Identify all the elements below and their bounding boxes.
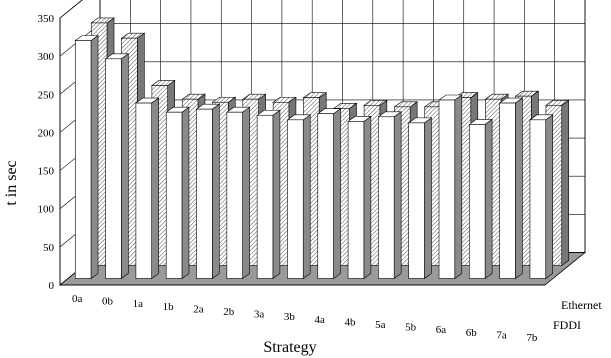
bar-front	[165, 111, 183, 279]
bar-front	[105, 58, 122, 279]
bar-side	[545, 114, 554, 280]
bar-side	[90, 34, 99, 280]
bar-fddi-6b	[468, 118, 494, 280]
bar-side	[151, 97, 159, 280]
bar-side	[515, 97, 523, 280]
bar-side	[363, 115, 372, 280]
bar-front	[347, 121, 365, 279]
bar-fddi-2b	[225, 106, 251, 280]
axes	[59, 18, 545, 286]
bar-front	[135, 102, 152, 279]
bar-side	[393, 111, 402, 280]
bar-side	[561, 99, 570, 267]
bar-side	[121, 53, 129, 280]
bar-front	[408, 122, 425, 279]
x-tick-label: 7b	[526, 332, 538, 344]
bar-fddi-5b	[407, 117, 433, 280]
bar-fddi-7a	[498, 97, 524, 280]
bar-fddi-7b	[529, 114, 554, 280]
x-tick-label: 6b	[466, 327, 478, 339]
bar-side	[333, 108, 341, 280]
bar-fddi-1a	[134, 97, 160, 280]
x-tick-label: 6a	[436, 324, 447, 336]
bar-side	[484, 118, 493, 280]
bar-front	[378, 116, 395, 279]
bar-front	[287, 119, 304, 279]
bar-side	[242, 106, 250, 280]
x-tick-label: 4b	[344, 316, 356, 328]
x-tick-label: 2a	[193, 303, 204, 315]
x-tick-label: 5b	[405, 322, 417, 334]
y-tick-label: 200	[38, 127, 55, 139]
x-tick-label: 3b	[284, 311, 296, 323]
bar-fddi-0b	[104, 53, 130, 280]
x-axis-title: Strategy	[263, 339, 316, 356]
bar-fddi-0a	[74, 34, 99, 280]
bar-front	[226, 111, 243, 279]
bar-front	[196, 108, 213, 279]
x-tick-label: 7a	[496, 329, 507, 341]
y-tick-label: 350	[38, 13, 55, 25]
bar-fddi-3b	[286, 114, 312, 280]
y-tick-label: 150	[38, 166, 55, 178]
labels: t in sec Strategy 0 50 100 150 200 250 300 350 0…	[3, 13, 602, 356]
bar-side	[272, 109, 281, 280]
x-tick-label: 4a	[314, 314, 325, 326]
bar-front	[256, 114, 274, 279]
bar-front	[317, 113, 334, 279]
bar-front	[499, 102, 516, 279]
x-tick-label: 5a	[375, 319, 386, 331]
bar-side	[454, 94, 463, 280]
bar-front	[469, 124, 486, 279]
y-tick-label: 300	[38, 51, 55, 63]
bar-fddi-3a	[256, 109, 281, 280]
bar-fddi-6a	[438, 94, 463, 280]
x-tick-label: 1a	[133, 298, 144, 310]
bar-fddi-4b	[347, 115, 372, 280]
y-tick-label: 50	[43, 242, 55, 254]
y-tick-label: 100	[38, 204, 55, 216]
bar-side	[424, 117, 432, 280]
bar-fddi-2a	[195, 103, 221, 280]
bar-fddi-5a	[377, 111, 403, 280]
bar-fddi-4a	[316, 108, 342, 280]
bar-side	[302, 114, 311, 280]
x-tick-label: 1b	[163, 301, 175, 313]
bar-side	[181, 106, 190, 280]
x-tick-label: 2b	[223, 306, 235, 318]
x-tick-label: 0a	[72, 293, 83, 305]
y-tick-label: 250	[38, 89, 55, 101]
gridline-y	[59, 0, 83, 19]
series-label-ethernet: Ethernet	[561, 298, 602, 312]
bars	[74, 17, 570, 280]
bar-front	[529, 119, 547, 279]
x-tick-label: 3a	[254, 309, 265, 321]
y-tick-label: 0	[49, 280, 55, 292]
y-axis-title: t in sec	[3, 160, 20, 205]
bar-front	[74, 40, 92, 279]
series-label-fddi: FDDI	[553, 318, 581, 332]
x-tick-label: 0b	[102, 296, 114, 308]
bar-fddi-1b	[165, 106, 190, 280]
bar-side	[211, 103, 220, 280]
bar-front	[438, 99, 456, 279]
